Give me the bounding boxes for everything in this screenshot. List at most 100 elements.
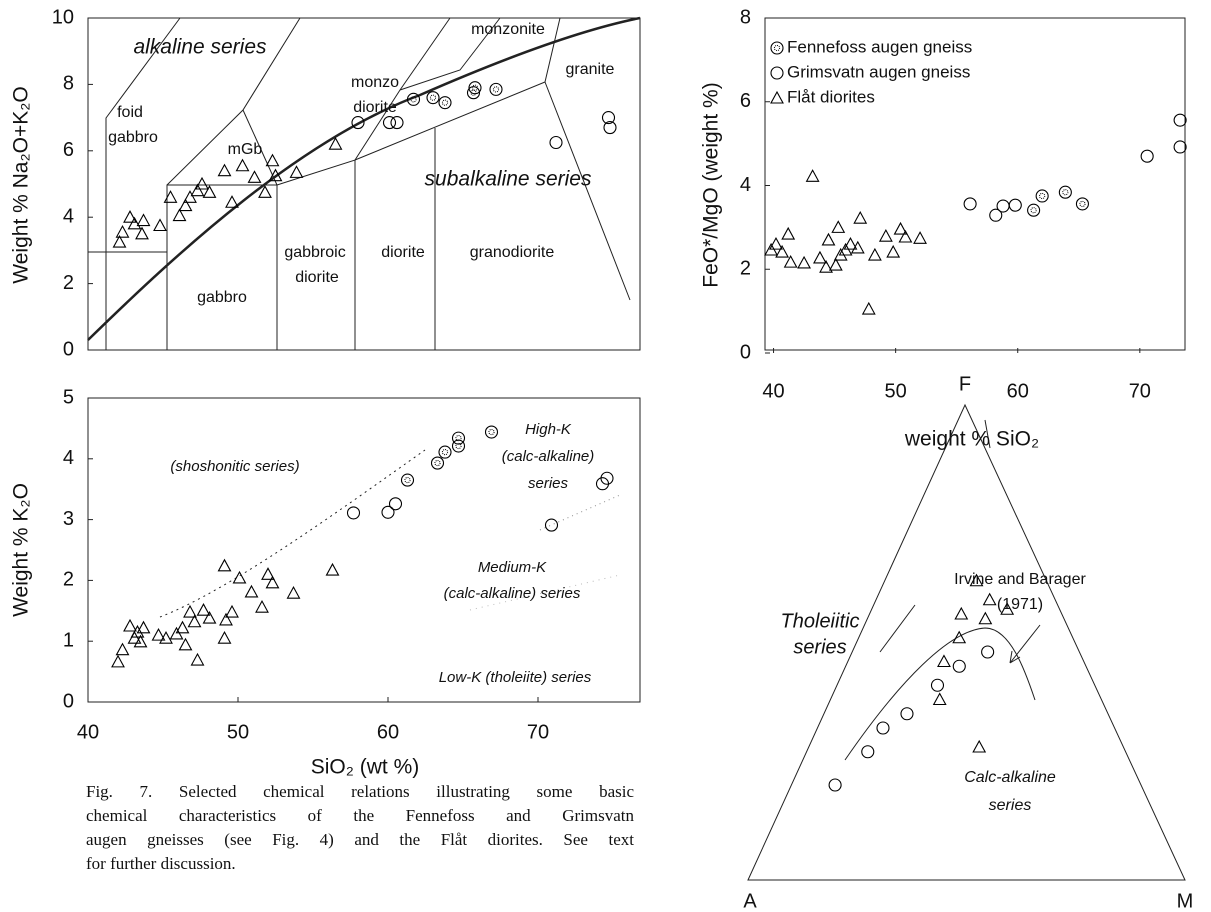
point <box>878 229 893 242</box>
circle-dot <box>410 96 417 103</box>
caption-line: Fig. 7. Selected chemical relations illu… <box>86 782 634 801</box>
triangle-marker <box>123 618 137 632</box>
point <box>893 221 908 235</box>
point <box>135 226 149 240</box>
point <box>382 116 397 130</box>
y-tick-label: 6 <box>740 90 751 112</box>
triangle-marker <box>867 247 882 261</box>
point <box>261 567 275 580</box>
caption: Fig. 7. Selected chemical relations illu… <box>86 780 634 876</box>
circle-marker <box>390 116 404 130</box>
circle-dot <box>455 435 462 442</box>
triangle-marker <box>235 158 250 172</box>
triangle-marker <box>258 185 272 198</box>
point <box>770 90 784 104</box>
circle-marker <box>601 111 616 125</box>
point <box>123 618 137 632</box>
point <box>603 121 617 135</box>
point <box>388 497 403 511</box>
triangle-marker <box>886 244 901 258</box>
triangle-marker <box>159 631 173 644</box>
point <box>172 208 187 222</box>
circle-marker <box>351 116 365 130</box>
triangle-marker <box>769 236 783 250</box>
point <box>219 612 233 626</box>
circle-marker <box>468 81 482 95</box>
point <box>954 606 969 620</box>
triangle-marker <box>775 244 790 258</box>
point <box>843 236 858 250</box>
point <box>136 213 151 227</box>
point <box>468 81 482 95</box>
y-tick-label: 2 <box>63 569 74 591</box>
circle-dot <box>492 86 500 93</box>
legend-label: Grimsvatn augen gneiss <box>787 62 970 81</box>
triangle-marker <box>265 153 280 167</box>
triangle-marker <box>831 220 846 233</box>
annotation: granodiorite <box>470 244 555 261</box>
point <box>489 82 503 96</box>
y-axis-label: FeO*/MgO (weight %) <box>700 82 723 287</box>
point <box>202 185 217 198</box>
irvine-baragar-curve <box>844 627 1036 761</box>
triangle-marker <box>123 210 137 223</box>
point <box>886 244 901 258</box>
point <box>286 586 301 599</box>
circle-marker <box>438 445 452 459</box>
circle-marker <box>603 121 617 135</box>
triangle-marker <box>978 611 993 625</box>
circle-marker <box>1173 140 1187 154</box>
point <box>217 558 232 572</box>
triangle-marker <box>850 240 865 254</box>
point <box>178 637 193 651</box>
circle-marker <box>1035 189 1049 203</box>
triangle-marker <box>828 257 843 271</box>
point <box>351 116 365 130</box>
triangle-marker <box>265 575 280 589</box>
triangle-marker <box>286 586 301 599</box>
triangle-marker <box>289 165 304 178</box>
point <box>775 244 790 258</box>
k2o-boundary <box>159 449 426 618</box>
circle-marker <box>770 41 784 55</box>
triangle-marker <box>328 137 343 150</box>
point <box>1008 198 1022 212</box>
point <box>544 518 559 532</box>
point <box>549 135 563 150</box>
triangle-marker <box>225 604 239 618</box>
point <box>133 634 148 648</box>
triangle-marker <box>196 603 211 616</box>
circle-marker <box>1008 198 1022 212</box>
point <box>136 620 151 634</box>
x-tick-label: 70 <box>527 721 549 743</box>
vertex-label: M <box>1177 890 1194 912</box>
triangle-marker <box>813 250 827 264</box>
point <box>770 66 784 80</box>
triangle-marker <box>127 216 142 230</box>
triangle-marker <box>255 600 269 613</box>
point <box>255 600 269 613</box>
annotation: series <box>793 636 846 658</box>
triangle-marker <box>913 231 927 244</box>
circle-marker <box>996 199 1010 213</box>
triangle-marker <box>127 631 142 644</box>
point <box>850 240 865 254</box>
x-tick-label: 40 <box>762 380 784 402</box>
point <box>876 721 890 735</box>
point <box>981 645 995 659</box>
y-tick-label: 6 <box>63 139 74 161</box>
circle-dot <box>1062 189 1069 196</box>
vertex-label: F <box>959 373 971 395</box>
point <box>1075 197 1089 211</box>
triangle-marker <box>932 692 947 706</box>
plot-frame <box>764 17 1186 351</box>
vertex-label: A <box>743 890 757 912</box>
point <box>1173 113 1187 127</box>
y-tick-label: 8 <box>63 73 74 95</box>
point <box>963 197 977 211</box>
triangle-marker <box>178 637 193 651</box>
point <box>187 614 202 628</box>
triangle-marker <box>878 229 893 242</box>
triangle-marker <box>937 654 951 668</box>
